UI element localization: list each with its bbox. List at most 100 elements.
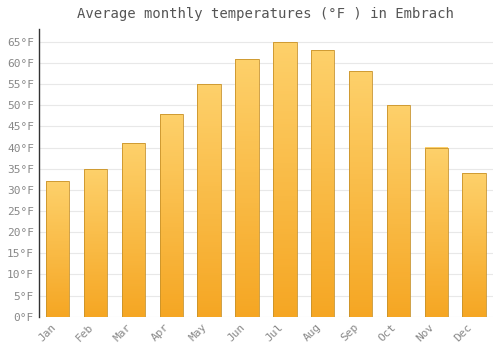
Bar bbox=[160, 217, 183, 219]
Bar bbox=[424, 236, 448, 237]
Bar bbox=[198, 93, 221, 96]
Bar bbox=[160, 211, 183, 213]
Bar bbox=[349, 103, 372, 106]
Bar bbox=[160, 304, 183, 307]
Bar bbox=[386, 310, 410, 313]
Bar bbox=[311, 167, 334, 170]
Bar bbox=[273, 223, 296, 226]
Bar bbox=[236, 110, 258, 113]
Bar bbox=[84, 222, 108, 224]
Bar bbox=[311, 88, 334, 90]
Bar bbox=[160, 292, 183, 294]
Bar bbox=[273, 42, 296, 44]
Bar bbox=[46, 292, 70, 294]
Bar bbox=[198, 112, 221, 114]
Bar bbox=[424, 234, 448, 236]
Bar bbox=[273, 99, 296, 102]
Bar bbox=[84, 182, 108, 183]
Bar bbox=[198, 161, 221, 163]
Bar bbox=[462, 239, 486, 240]
Bar bbox=[349, 150, 372, 152]
Bar bbox=[349, 278, 372, 280]
Bar bbox=[386, 188, 410, 190]
Bar bbox=[424, 225, 448, 227]
Bar bbox=[198, 240, 221, 242]
Bar bbox=[122, 253, 145, 254]
Bar bbox=[424, 276, 448, 278]
Bar bbox=[424, 200, 448, 202]
Bar bbox=[160, 313, 183, 315]
Bar bbox=[236, 296, 258, 299]
Bar bbox=[236, 167, 258, 170]
Bar bbox=[122, 308, 145, 310]
Bar bbox=[462, 302, 486, 304]
Bar bbox=[198, 242, 221, 245]
Bar bbox=[84, 189, 108, 191]
Bar bbox=[46, 281, 70, 283]
Bar bbox=[46, 275, 70, 276]
Bar bbox=[462, 255, 486, 257]
Bar bbox=[462, 262, 486, 264]
Bar bbox=[198, 261, 221, 263]
Bar bbox=[236, 203, 258, 206]
Bar bbox=[349, 268, 372, 270]
Bar bbox=[198, 298, 221, 301]
Bar bbox=[46, 238, 70, 240]
Bar bbox=[84, 173, 108, 175]
Bar bbox=[236, 216, 258, 219]
Bar bbox=[46, 242, 70, 244]
Bar bbox=[273, 111, 296, 113]
Bar bbox=[386, 107, 410, 110]
Bar bbox=[84, 228, 108, 229]
Bar bbox=[160, 258, 183, 260]
Bar bbox=[349, 89, 372, 91]
Bar bbox=[349, 260, 372, 263]
Bar bbox=[236, 221, 258, 224]
Bar bbox=[386, 164, 410, 167]
Bar bbox=[311, 197, 334, 199]
Bar bbox=[311, 256, 334, 258]
Bar bbox=[122, 171, 145, 173]
Bar bbox=[236, 288, 258, 291]
Bar bbox=[46, 284, 70, 286]
Bar bbox=[386, 260, 410, 262]
Bar bbox=[386, 306, 410, 308]
Bar bbox=[424, 290, 448, 292]
Bar bbox=[311, 223, 334, 226]
Bar bbox=[160, 213, 183, 215]
Bar bbox=[424, 237, 448, 239]
Bar bbox=[311, 314, 334, 317]
Bar bbox=[160, 122, 183, 124]
Bar bbox=[349, 81, 372, 84]
Bar bbox=[84, 191, 108, 192]
Bar bbox=[462, 208, 486, 209]
Bar bbox=[462, 301, 486, 302]
Bar bbox=[349, 219, 372, 221]
Bar bbox=[424, 258, 448, 259]
Bar bbox=[462, 178, 486, 180]
Bar bbox=[273, 303, 296, 306]
Bar bbox=[122, 246, 145, 247]
Bar bbox=[46, 199, 70, 200]
Bar bbox=[424, 185, 448, 187]
Bar bbox=[273, 154, 296, 157]
Bar bbox=[462, 259, 486, 261]
Bar bbox=[273, 105, 296, 108]
Bar bbox=[386, 258, 410, 260]
Bar bbox=[462, 240, 486, 242]
Bar bbox=[311, 202, 334, 205]
Bar bbox=[424, 149, 448, 151]
Bar bbox=[386, 124, 410, 126]
Bar bbox=[46, 210, 70, 211]
Bar bbox=[424, 252, 448, 254]
Bar bbox=[84, 183, 108, 185]
Bar bbox=[273, 116, 296, 119]
Bar bbox=[46, 240, 70, 241]
Bar bbox=[424, 180, 448, 181]
Bar bbox=[46, 229, 70, 230]
Bar bbox=[84, 264, 108, 265]
Bar bbox=[462, 229, 486, 231]
Bar bbox=[424, 205, 448, 207]
Bar bbox=[84, 210, 108, 212]
Bar bbox=[386, 285, 410, 287]
